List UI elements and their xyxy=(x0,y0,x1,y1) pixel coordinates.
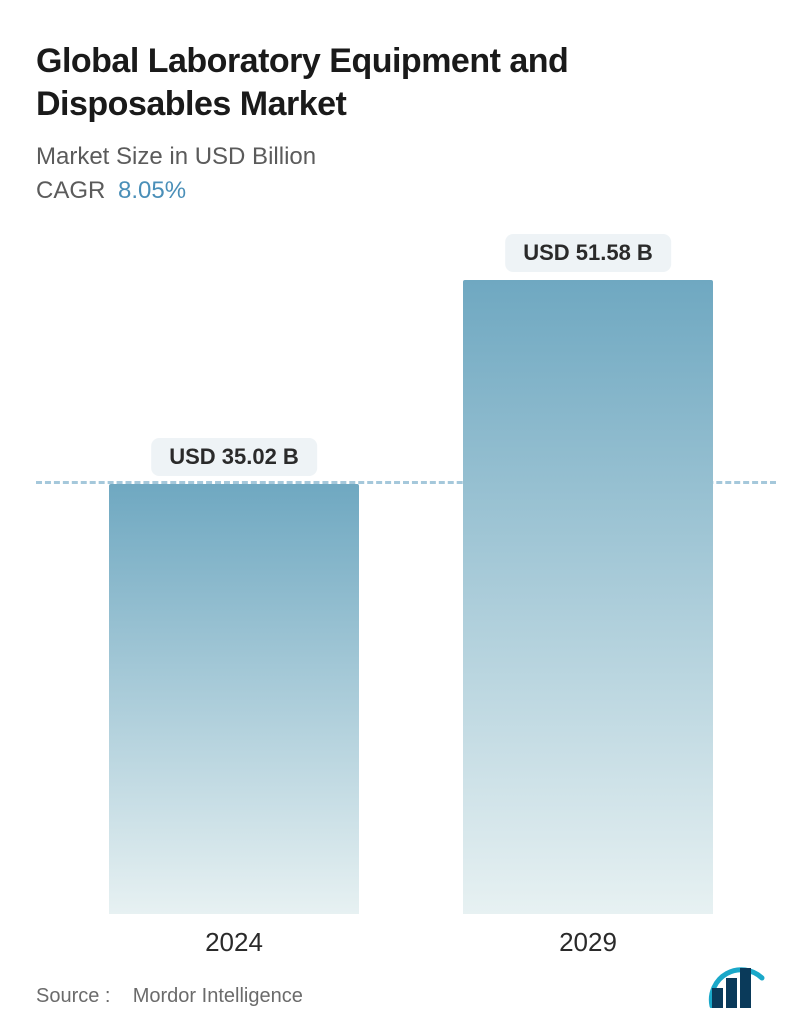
x-axis-label-2029: 2029 xyxy=(559,927,617,958)
bar-2029 xyxy=(463,280,713,914)
bar-value-label-2024: USD 35.02 B xyxy=(151,438,317,476)
brand-logo xyxy=(706,966,766,1008)
chart-plot-area: USD 35.02 B2024USD 51.58 B2029 xyxy=(36,220,776,914)
bar-value-label-2029: USD 51.58 B xyxy=(505,234,671,272)
cagr-label: CAGR xyxy=(36,177,105,204)
chart-footer: Source : Mordor Intelligence xyxy=(36,966,766,1008)
cagr-row: CAGR 8.05% xyxy=(36,177,760,205)
chart-subtitle: Market Size in USD Billion xyxy=(36,143,760,171)
x-axis-label-2024: 2024 xyxy=(205,927,263,958)
source-attribution: Source : Mordor Intelligence xyxy=(36,985,303,1008)
source-name: Mordor Intelligence xyxy=(133,985,303,1007)
cagr-value: 8.05% xyxy=(118,177,186,204)
chart-container: Global Laboratory Equipment and Disposab… xyxy=(0,0,796,1034)
source-label: Source : xyxy=(36,985,110,1007)
bar-2024 xyxy=(109,484,359,914)
page-title: Global Laboratory Equipment and Disposab… xyxy=(36,40,760,125)
